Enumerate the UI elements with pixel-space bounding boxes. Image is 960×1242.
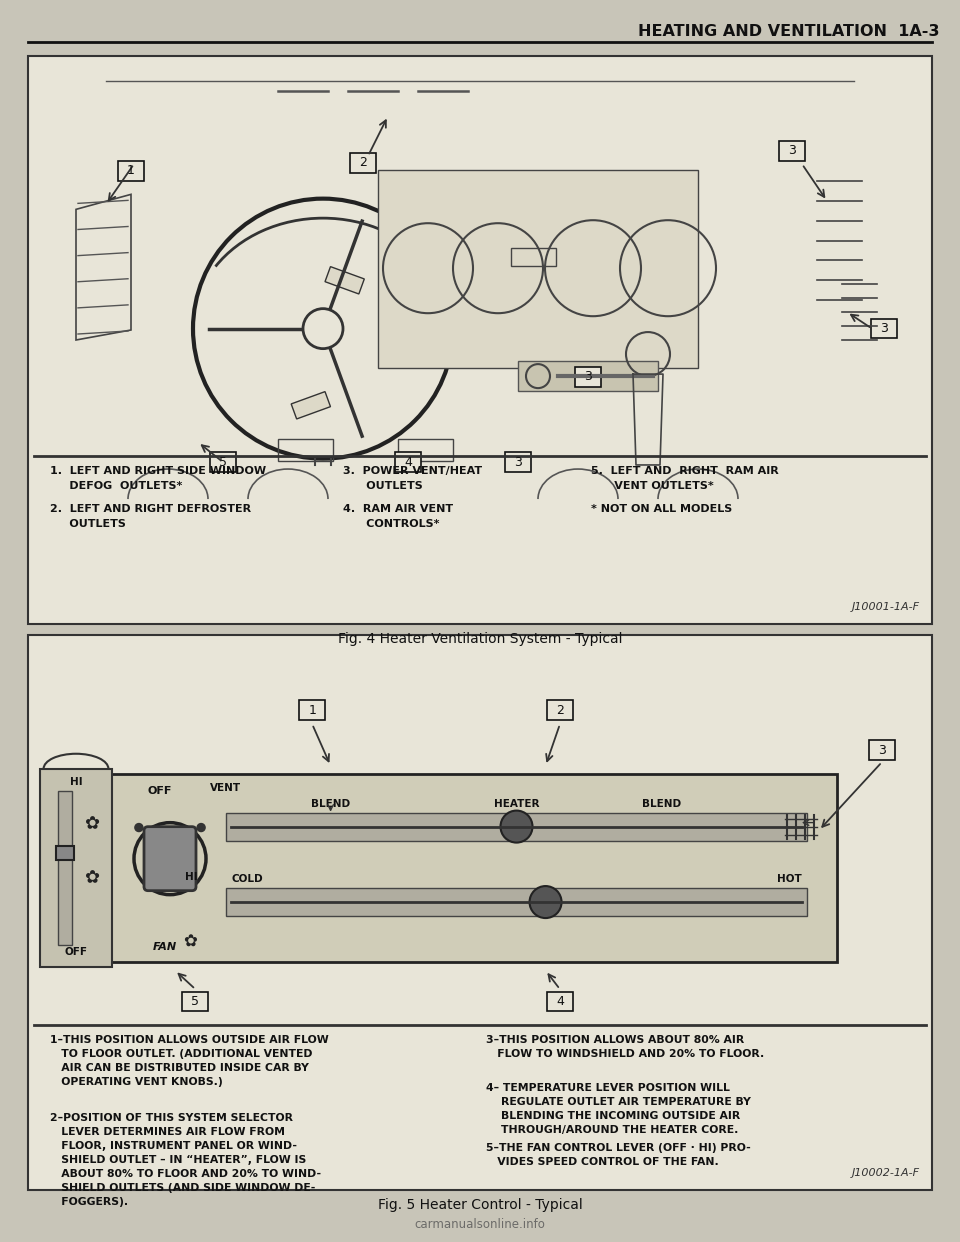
Bar — [378, 170, 698, 369]
Circle shape — [530, 886, 562, 918]
Circle shape — [197, 823, 205, 832]
Bar — [291, 391, 330, 419]
Text: 2: 2 — [556, 703, 564, 717]
Text: 1.  LEFT AND RIGHT SIDE WINDOW: 1. LEFT AND RIGHT SIDE WINDOW — [50, 466, 266, 476]
Text: 1–THIS POSITION ALLOWS OUTSIDE AIR FLOW
   TO FLOOR OUTLET. (ADDITIONAL VENTED
 : 1–THIS POSITION ALLOWS OUTSIDE AIR FLOW … — [50, 1035, 328, 1087]
Text: FAN: FAN — [153, 943, 177, 953]
Text: HI: HI — [70, 776, 83, 786]
Text: 1: 1 — [308, 703, 316, 717]
Text: 3: 3 — [878, 744, 886, 756]
Bar — [325, 267, 364, 294]
Bar — [278, 438, 333, 461]
Bar — [350, 153, 376, 173]
Text: 3–THIS POSITION ALLOWS ABOUT 80% AIR
   FLOW TO WINDSHIELD AND 20% TO FLOOR.: 3–THIS POSITION ALLOWS ABOUT 80% AIR FLO… — [486, 1035, 764, 1059]
Text: 5.  LEFT AND  RIGHT  RAM AIR: 5. LEFT AND RIGHT RAM AIR — [591, 466, 779, 476]
Bar — [40, 769, 112, 968]
Bar — [182, 991, 208, 1011]
Bar — [395, 452, 421, 472]
Bar — [869, 740, 895, 760]
Text: Fig. 5 Heater Control - Typical: Fig. 5 Heater Control - Typical — [377, 1199, 583, 1212]
Text: 3: 3 — [584, 370, 592, 384]
Text: 2–POSITION OF THIS SYSTEM SELECTOR
   LEVER DETERMINES AIR FLOW FROM
   FLOOR, I: 2–POSITION OF THIS SYSTEM SELECTOR LEVER… — [50, 1113, 322, 1207]
Text: HEATING AND VENTILATION  1A-3: HEATING AND VENTILATION 1A-3 — [638, 24, 940, 39]
Text: carmanualsonline.info: carmanualsonline.info — [415, 1217, 545, 1231]
Bar — [505, 452, 531, 472]
Text: 4: 4 — [556, 995, 564, 1007]
Text: HI: HI — [185, 872, 198, 882]
Text: 3: 3 — [788, 144, 796, 158]
Bar — [56, 846, 74, 861]
Bar — [28, 635, 932, 1190]
Text: OFF: OFF — [148, 786, 172, 796]
Text: OFF: OFF — [64, 948, 87, 958]
Bar — [118, 161, 144, 181]
Text: ✿: ✿ — [84, 816, 100, 833]
Bar — [779, 142, 805, 160]
Text: Fig. 4 Heater Ventilation System - Typical: Fig. 4 Heater Ventilation System - Typic… — [338, 632, 622, 646]
Bar — [511, 248, 556, 266]
Bar — [871, 319, 897, 338]
Text: HOT: HOT — [778, 874, 802, 884]
Bar — [210, 452, 236, 472]
Text: 4– TEMPERATURE LEVER POSITION WILL
    REGULATE OUTLET AIR TEMPERATURE BY
    BL: 4– TEMPERATURE LEVER POSITION WILL REGUL… — [486, 1083, 751, 1135]
Text: 3.  POWER VENT/HEAT: 3. POWER VENT/HEAT — [343, 466, 482, 476]
Text: 4.  RAM AIR VENT: 4. RAM AIR VENT — [343, 504, 453, 514]
Text: 1: 1 — [127, 164, 135, 178]
Bar — [28, 56, 932, 623]
FancyBboxPatch shape — [144, 827, 196, 891]
Text: HEATER: HEATER — [493, 799, 540, 809]
Circle shape — [500, 811, 533, 842]
Text: VENT: VENT — [210, 782, 242, 792]
Bar — [398, 438, 453, 461]
Bar — [58, 791, 72, 945]
Text: COLD: COLD — [231, 874, 263, 884]
Text: 3: 3 — [880, 322, 888, 335]
Text: ✿: ✿ — [84, 869, 100, 887]
Text: 2.  LEFT AND RIGHT DEFROSTER: 2. LEFT AND RIGHT DEFROSTER — [50, 504, 252, 514]
Bar — [226, 888, 807, 917]
Text: 5: 5 — [219, 456, 227, 468]
Text: OUTLETS: OUTLETS — [50, 519, 126, 529]
Text: 4: 4 — [404, 456, 412, 468]
Text: 3: 3 — [514, 456, 522, 468]
Text: ✿: ✿ — [183, 933, 197, 950]
Bar — [300, 700, 325, 720]
Text: CONTROLS*: CONTROLS* — [343, 519, 440, 529]
Text: VENT OUTLETS*: VENT OUTLETS* — [591, 481, 713, 491]
Text: J10002-1A-F: J10002-1A-F — [852, 1167, 920, 1177]
Circle shape — [135, 823, 143, 832]
Text: DEFOG  OUTLETS*: DEFOG OUTLETS* — [50, 481, 182, 491]
Text: 5–THE FAN CONTROL LEVER (OFF · HI) PRO-
   VIDES SPEED CONTROL OF THE FAN.: 5–THE FAN CONTROL LEVER (OFF · HI) PRO- … — [486, 1143, 751, 1167]
Bar — [518, 361, 658, 391]
Text: BLEND: BLEND — [311, 799, 350, 809]
Bar — [575, 368, 601, 386]
Text: OUTLETS: OUTLETS — [343, 481, 422, 491]
Bar — [547, 991, 573, 1011]
Text: 2: 2 — [359, 156, 367, 169]
Text: BLEND: BLEND — [642, 799, 682, 809]
Bar — [226, 812, 807, 841]
Text: 5: 5 — [191, 995, 200, 1007]
Bar — [108, 774, 837, 963]
Text: J10001-1A-F: J10001-1A-F — [852, 602, 920, 612]
Bar — [547, 700, 573, 720]
Text: * NOT ON ALL MODELS: * NOT ON ALL MODELS — [591, 504, 732, 514]
